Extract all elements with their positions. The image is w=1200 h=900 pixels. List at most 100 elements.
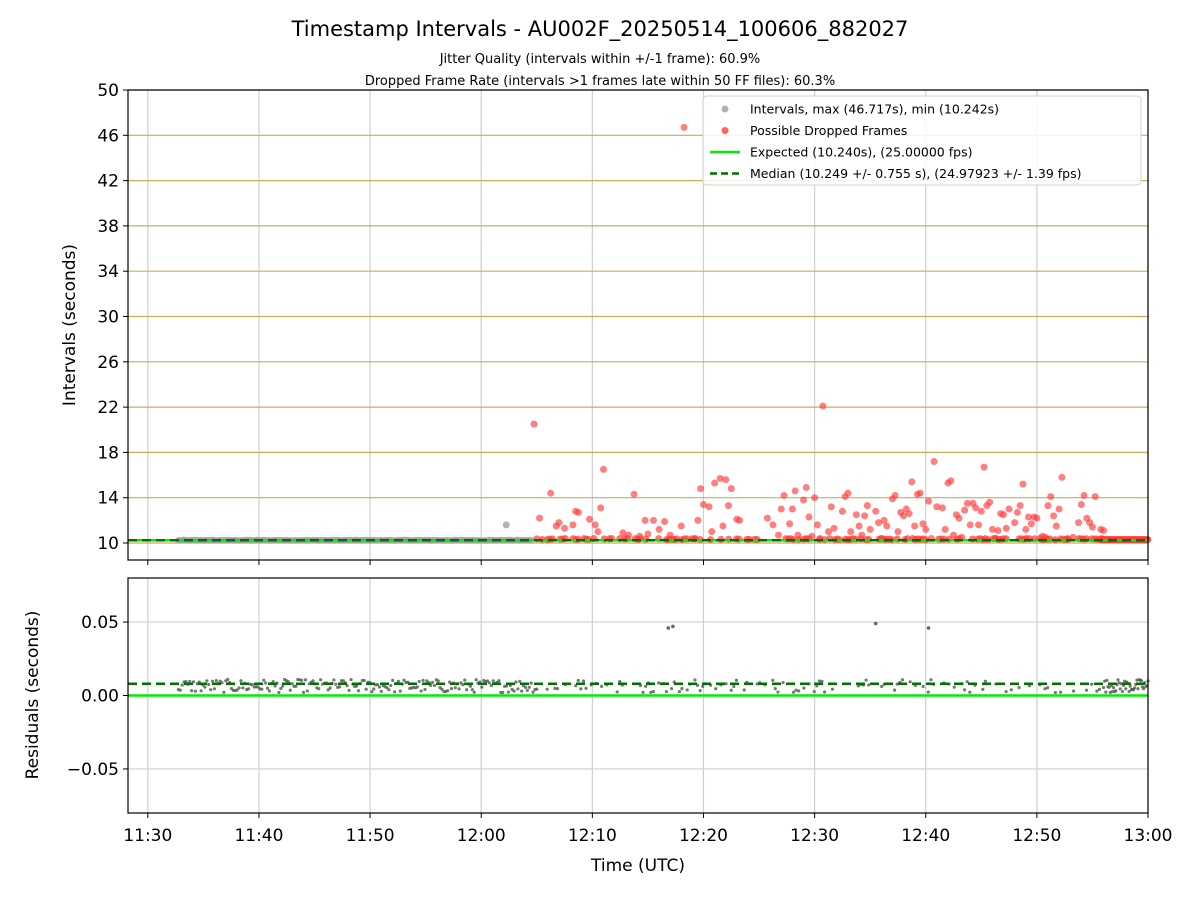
residual-point — [396, 679, 400, 683]
intervals-y-tick-label: 38 — [97, 217, 119, 237]
residual-point — [1104, 690, 1108, 694]
dropped-frame-point — [736, 516, 744, 524]
residual-point — [820, 679, 824, 683]
residual-point — [802, 686, 806, 690]
residual-point — [545, 687, 549, 691]
legend-label: Expected (10.240s), (25.00000 fps) — [750, 145, 972, 160]
residual-point — [356, 689, 361, 693]
dropped-frame-point — [972, 504, 980, 512]
residual-point — [649, 690, 653, 695]
dropped-frame-point — [805, 513, 813, 521]
residual-point — [328, 686, 332, 690]
residual-point — [742, 688, 746, 692]
residual-point — [461, 683, 465, 687]
residual-point — [421, 678, 425, 682]
residual-point — [402, 678, 406, 682]
residual-point — [771, 678, 775, 682]
dropped-frame-point — [624, 531, 632, 539]
residual-point — [347, 688, 351, 693]
residual-point — [817, 679, 822, 683]
intervals-y-tick-label: 42 — [97, 172, 119, 192]
residuals-y-tick-label: 0.00 — [81, 687, 119, 707]
dropped-frame-point — [827, 503, 835, 511]
residual-point — [349, 677, 353, 682]
residual-point — [178, 688, 182, 692]
residual-point — [584, 686, 588, 690]
residual-point — [1124, 687, 1128, 691]
residual-point — [355, 684, 359, 688]
residual-point — [1046, 686, 1050, 690]
dropped-frame-point — [1044, 502, 1052, 510]
dropped-frame-point — [880, 516, 888, 524]
residual-point — [205, 679, 209, 683]
residual-point — [319, 678, 323, 682]
residual-point — [193, 689, 198, 693]
residual-point — [385, 686, 389, 690]
residual-point — [518, 679, 522, 683]
x-tick-label: 12:20 — [679, 826, 728, 846]
residual-point — [701, 684, 705, 688]
residual-point — [294, 684, 298, 688]
dropped-frame-point — [941, 525, 949, 533]
dropped-frame-point — [963, 499, 971, 507]
dropped-frame-point — [591, 521, 599, 529]
dropped-frame-point — [763, 514, 771, 522]
residual-point — [364, 687, 368, 691]
residual-point — [535, 687, 539, 691]
residual-point — [657, 681, 661, 685]
residual-point — [714, 687, 718, 691]
dropped-frame-point — [1000, 511, 1008, 519]
residual-point — [188, 679, 192, 684]
residual-point — [446, 689, 450, 693]
residual-point — [184, 679, 188, 684]
intervals-axes: 10 14 18 22 26 30 34 38 42 46 50 — [97, 81, 1152, 565]
dropped-frame-point — [861, 512, 869, 520]
residual-point — [337, 685, 342, 689]
x-axis-label: Time (UTC) — [590, 856, 685, 876]
x-tick-label: 12:30 — [790, 826, 839, 846]
dropped-frame-point — [872, 507, 880, 515]
residual-point — [415, 685, 419, 689]
legend-box — [702, 95, 1142, 186]
residual-point — [1136, 687, 1140, 691]
residual-point — [504, 684, 509, 688]
dropped-frame-point — [774, 531, 782, 539]
dropped-frame-point — [1080, 491, 1088, 499]
dropped-frame-point — [530, 420, 538, 428]
residual-point — [1128, 684, 1132, 688]
residual-point — [651, 689, 656, 694]
dropped-frame-point — [875, 519, 883, 527]
intervals-y-tick-label: 14 — [97, 489, 119, 509]
x-tick-label: 12:00 — [457, 826, 506, 846]
residual-point — [209, 688, 213, 692]
dropped-frame-point — [811, 494, 819, 502]
residual-point — [1004, 689, 1008, 694]
dropped-frame-point — [1019, 480, 1027, 488]
residual-point — [260, 687, 264, 691]
chart-subtitle-dropped: Dropped Frame Rate (intervals >1 frames … — [365, 74, 835, 89]
residual-point — [180, 683, 184, 687]
residual-point — [864, 678, 868, 682]
residual-point — [963, 688, 967, 692]
residual-point — [190, 689, 194, 693]
residual-point — [856, 684, 860, 688]
residual-point — [1139, 679, 1143, 683]
dropped-frame-point — [574, 508, 582, 516]
dropped-frame-point — [724, 502, 732, 510]
dropped-frame-point — [947, 477, 955, 485]
dropped-frame-point — [769, 521, 777, 529]
dropped-frame-point — [599, 465, 607, 473]
residual-point — [1084, 688, 1089, 692]
residual-point — [893, 688, 897, 692]
residual-point — [239, 679, 243, 683]
residual-point — [555, 687, 560, 691]
dropped-frame-point — [1027, 520, 1035, 528]
residual-point — [311, 679, 315, 683]
residual-point — [729, 688, 733, 692]
dropped-frame-point — [666, 531, 674, 539]
dropped-frame-point — [561, 524, 569, 532]
residual-point — [732, 684, 736, 689]
residual-point — [472, 690, 476, 694]
residual-point — [267, 689, 272, 693]
